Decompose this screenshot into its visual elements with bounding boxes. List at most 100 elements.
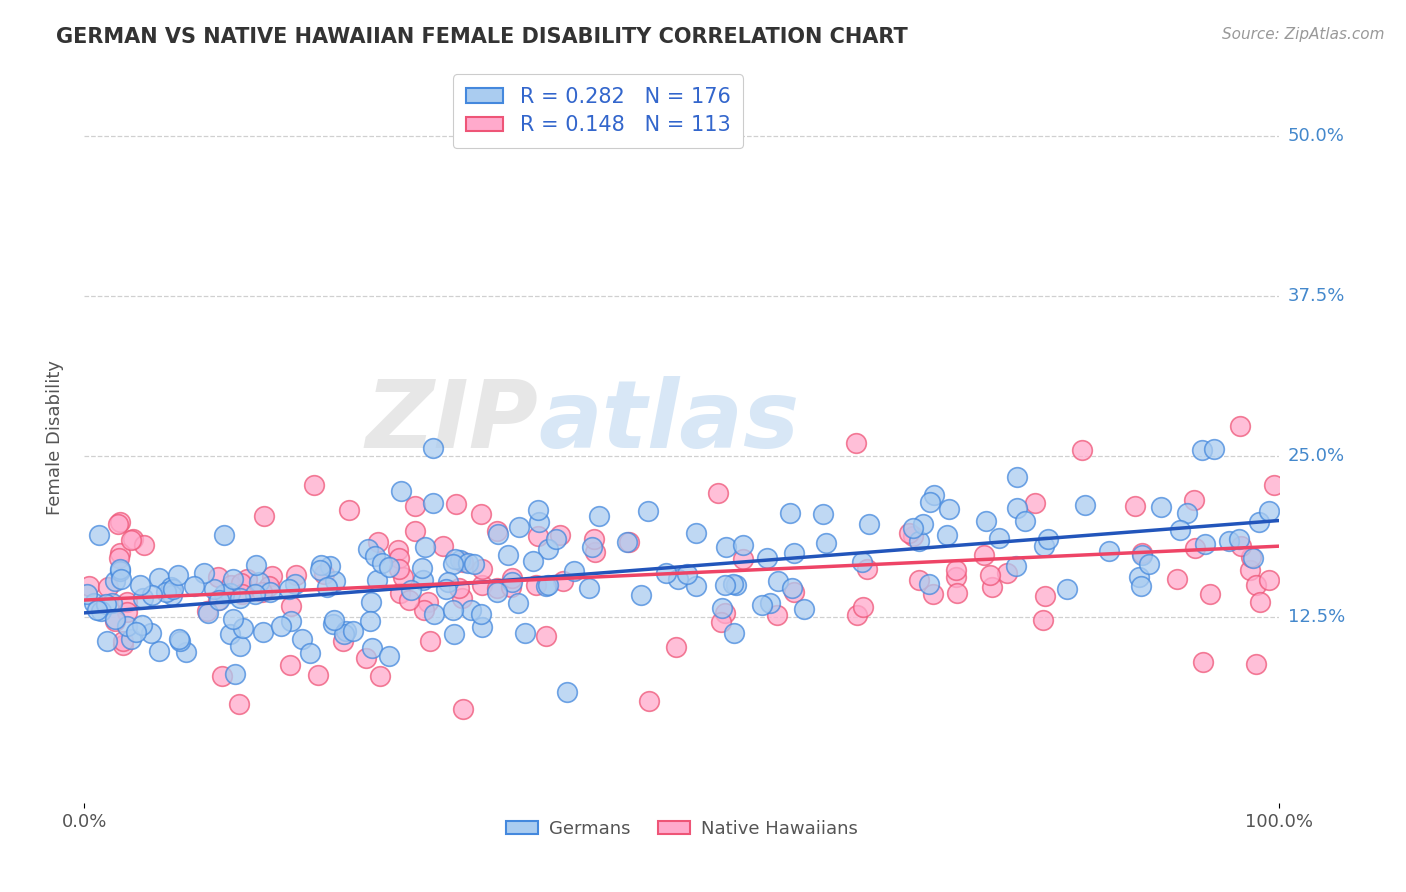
Text: atlas: atlas bbox=[538, 376, 800, 468]
Point bbox=[855, 561, 877, 575]
Point bbox=[845, 436, 868, 450]
Point bbox=[755, 550, 778, 565]
Point bbox=[229, 591, 252, 605]
Point bbox=[197, 606, 219, 620]
Point bbox=[332, 633, 354, 648]
Point bbox=[299, 646, 322, 660]
Point bbox=[387, 543, 409, 558]
Point bbox=[139, 626, 162, 640]
Point bbox=[665, 640, 688, 654]
Point bbox=[1240, 550, 1263, 565]
Point bbox=[354, 650, 377, 665]
Point bbox=[815, 535, 838, 549]
Point bbox=[207, 592, 229, 607]
Point bbox=[253, 509, 276, 524]
Point bbox=[1073, 498, 1095, 512]
Point bbox=[1258, 504, 1281, 518]
Point bbox=[378, 649, 401, 664]
Point bbox=[471, 578, 494, 592]
Point bbox=[356, 542, 378, 557]
Point bbox=[655, 566, 678, 581]
Point bbox=[107, 517, 129, 532]
Point bbox=[858, 517, 880, 532]
Point bbox=[710, 615, 733, 629]
Point bbox=[581, 540, 603, 554]
Point bbox=[1194, 536, 1216, 550]
Point bbox=[721, 577, 744, 591]
Point bbox=[444, 497, 467, 511]
Point bbox=[486, 527, 509, 541]
Point bbox=[537, 578, 560, 592]
Point bbox=[243, 587, 266, 601]
Point bbox=[1166, 573, 1188, 587]
Point bbox=[108, 546, 131, 560]
Point bbox=[120, 533, 142, 548]
Point bbox=[485, 585, 508, 599]
Point bbox=[280, 599, 302, 614]
Point bbox=[501, 571, 523, 585]
Point bbox=[582, 532, 605, 546]
Point bbox=[498, 549, 520, 563]
Point bbox=[1130, 579, 1153, 593]
Point bbox=[413, 603, 436, 617]
Point bbox=[360, 641, 382, 656]
Point bbox=[219, 577, 242, 591]
Point bbox=[751, 598, 773, 612]
Point bbox=[451, 591, 474, 605]
Point bbox=[783, 585, 806, 599]
Point bbox=[111, 633, 134, 648]
Point bbox=[108, 562, 131, 576]
Point bbox=[486, 582, 509, 596]
Point bbox=[536, 629, 558, 643]
Point bbox=[1202, 442, 1225, 456]
Point bbox=[714, 541, 737, 555]
Point bbox=[562, 564, 585, 578]
Point bbox=[513, 626, 536, 640]
Point bbox=[174, 645, 197, 659]
Point bbox=[307, 668, 329, 682]
Point bbox=[366, 573, 388, 587]
Point bbox=[148, 571, 170, 585]
Point bbox=[485, 524, 508, 538]
Point bbox=[232, 622, 254, 636]
Point bbox=[973, 549, 995, 563]
Point bbox=[228, 698, 250, 712]
Point bbox=[333, 627, 356, 641]
Point bbox=[86, 603, 108, 617]
Point bbox=[302, 477, 325, 491]
Text: 12.5%: 12.5% bbox=[1288, 607, 1346, 625]
Point bbox=[851, 555, 873, 569]
Point bbox=[685, 579, 707, 593]
Point bbox=[104, 614, 127, 628]
Point bbox=[148, 644, 170, 658]
Point bbox=[367, 534, 389, 549]
Point bbox=[1038, 532, 1060, 546]
Point bbox=[444, 551, 467, 566]
Point bbox=[224, 667, 246, 681]
Point bbox=[207, 569, 229, 583]
Y-axis label: Female Disability: Female Disability bbox=[45, 359, 63, 515]
Point bbox=[392, 570, 415, 584]
Point bbox=[988, 531, 1011, 545]
Point bbox=[183, 579, 205, 593]
Point bbox=[167, 567, 190, 582]
Point bbox=[108, 564, 131, 578]
Point bbox=[945, 570, 967, 584]
Point bbox=[434, 582, 457, 596]
Point bbox=[1032, 613, 1054, 627]
Point bbox=[141, 588, 163, 602]
Point bbox=[284, 577, 307, 591]
Point bbox=[1150, 500, 1173, 514]
Point bbox=[202, 582, 225, 596]
Point bbox=[371, 556, 394, 570]
Point bbox=[731, 538, 754, 552]
Point bbox=[115, 618, 138, 632]
Point bbox=[404, 499, 426, 513]
Point bbox=[557, 685, 579, 699]
Point bbox=[453, 555, 475, 569]
Point bbox=[1130, 548, 1153, 562]
Point bbox=[707, 486, 730, 500]
Point bbox=[793, 601, 815, 615]
Point bbox=[219, 626, 242, 640]
Point bbox=[1168, 524, 1191, 538]
